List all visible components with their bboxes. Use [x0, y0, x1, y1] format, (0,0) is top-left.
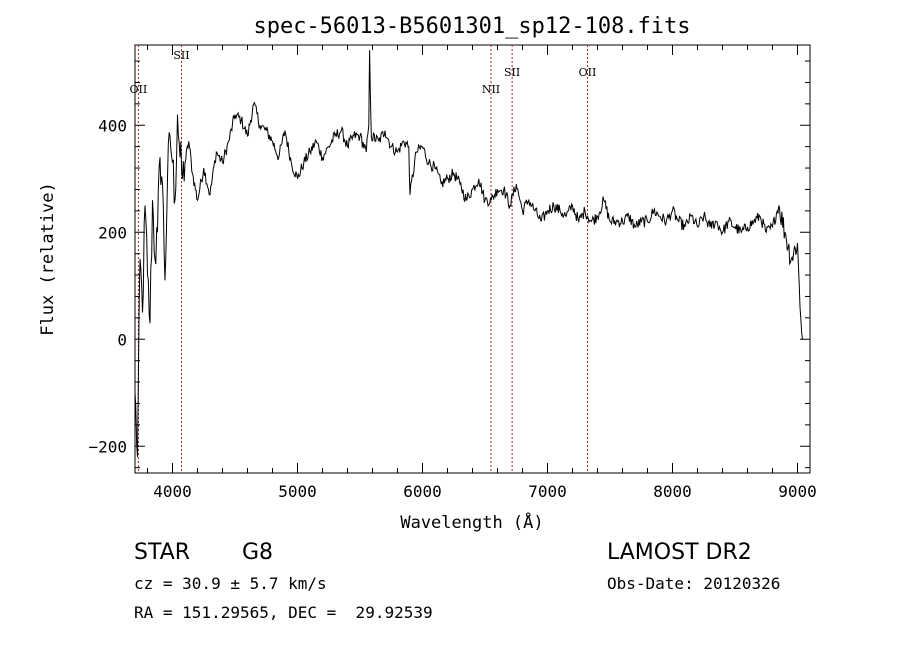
x-tick-label: 7000 — [528, 482, 567, 501]
emission-line-label: SII — [173, 49, 189, 62]
x-tick-label: 8000 — [653, 482, 692, 501]
y-tick-label: 200 — [98, 223, 127, 242]
x-tick-label: 4000 — [153, 482, 192, 501]
x-tick-label: 9000 — [778, 482, 817, 501]
chart-title: spec-56013-B5601301_sp12-108.fits — [253, 14, 690, 39]
emission-line-label: OII — [579, 66, 597, 79]
object-class: STAR — [134, 540, 191, 565]
y-tick-label: 400 — [98, 116, 127, 135]
y-tick-label: −200 — [88, 437, 127, 456]
x-tick-label: 6000 — [403, 482, 442, 501]
survey-name: LAMOST DR2 — [607, 540, 752, 565]
y-tick-label: 0 — [117, 330, 127, 349]
x-tick-label: 5000 — [278, 482, 317, 501]
axis-ticks: 4000 5000 6000 7000 8000 9000 −200 0 200 400 — [88, 45, 817, 501]
coordinates-line: RA = 151.29565, DEC = 29.92539 — [134, 603, 433, 622]
emission-line-label: NII — [482, 83, 500, 96]
spectrum-series-line — [134, 50, 803, 457]
emission-line-markers: OII SII NII SII OII — [130, 45, 597, 473]
emission-line-label: SII — [504, 66, 520, 79]
redshift-line: cz = 30.9 ± 5.7 km/s — [134, 574, 327, 593]
plot-frame — [134, 44, 811, 474]
observation-date: Obs-Date: 20120326 — [607, 574, 781, 593]
y-axis-label: Flux (relative) — [38, 182, 58, 336]
emission-line-label: OII — [130, 83, 148, 96]
object-subclass: G8 — [242, 540, 274, 565]
x-axis-label: Wavelength (Å) — [400, 511, 543, 533]
